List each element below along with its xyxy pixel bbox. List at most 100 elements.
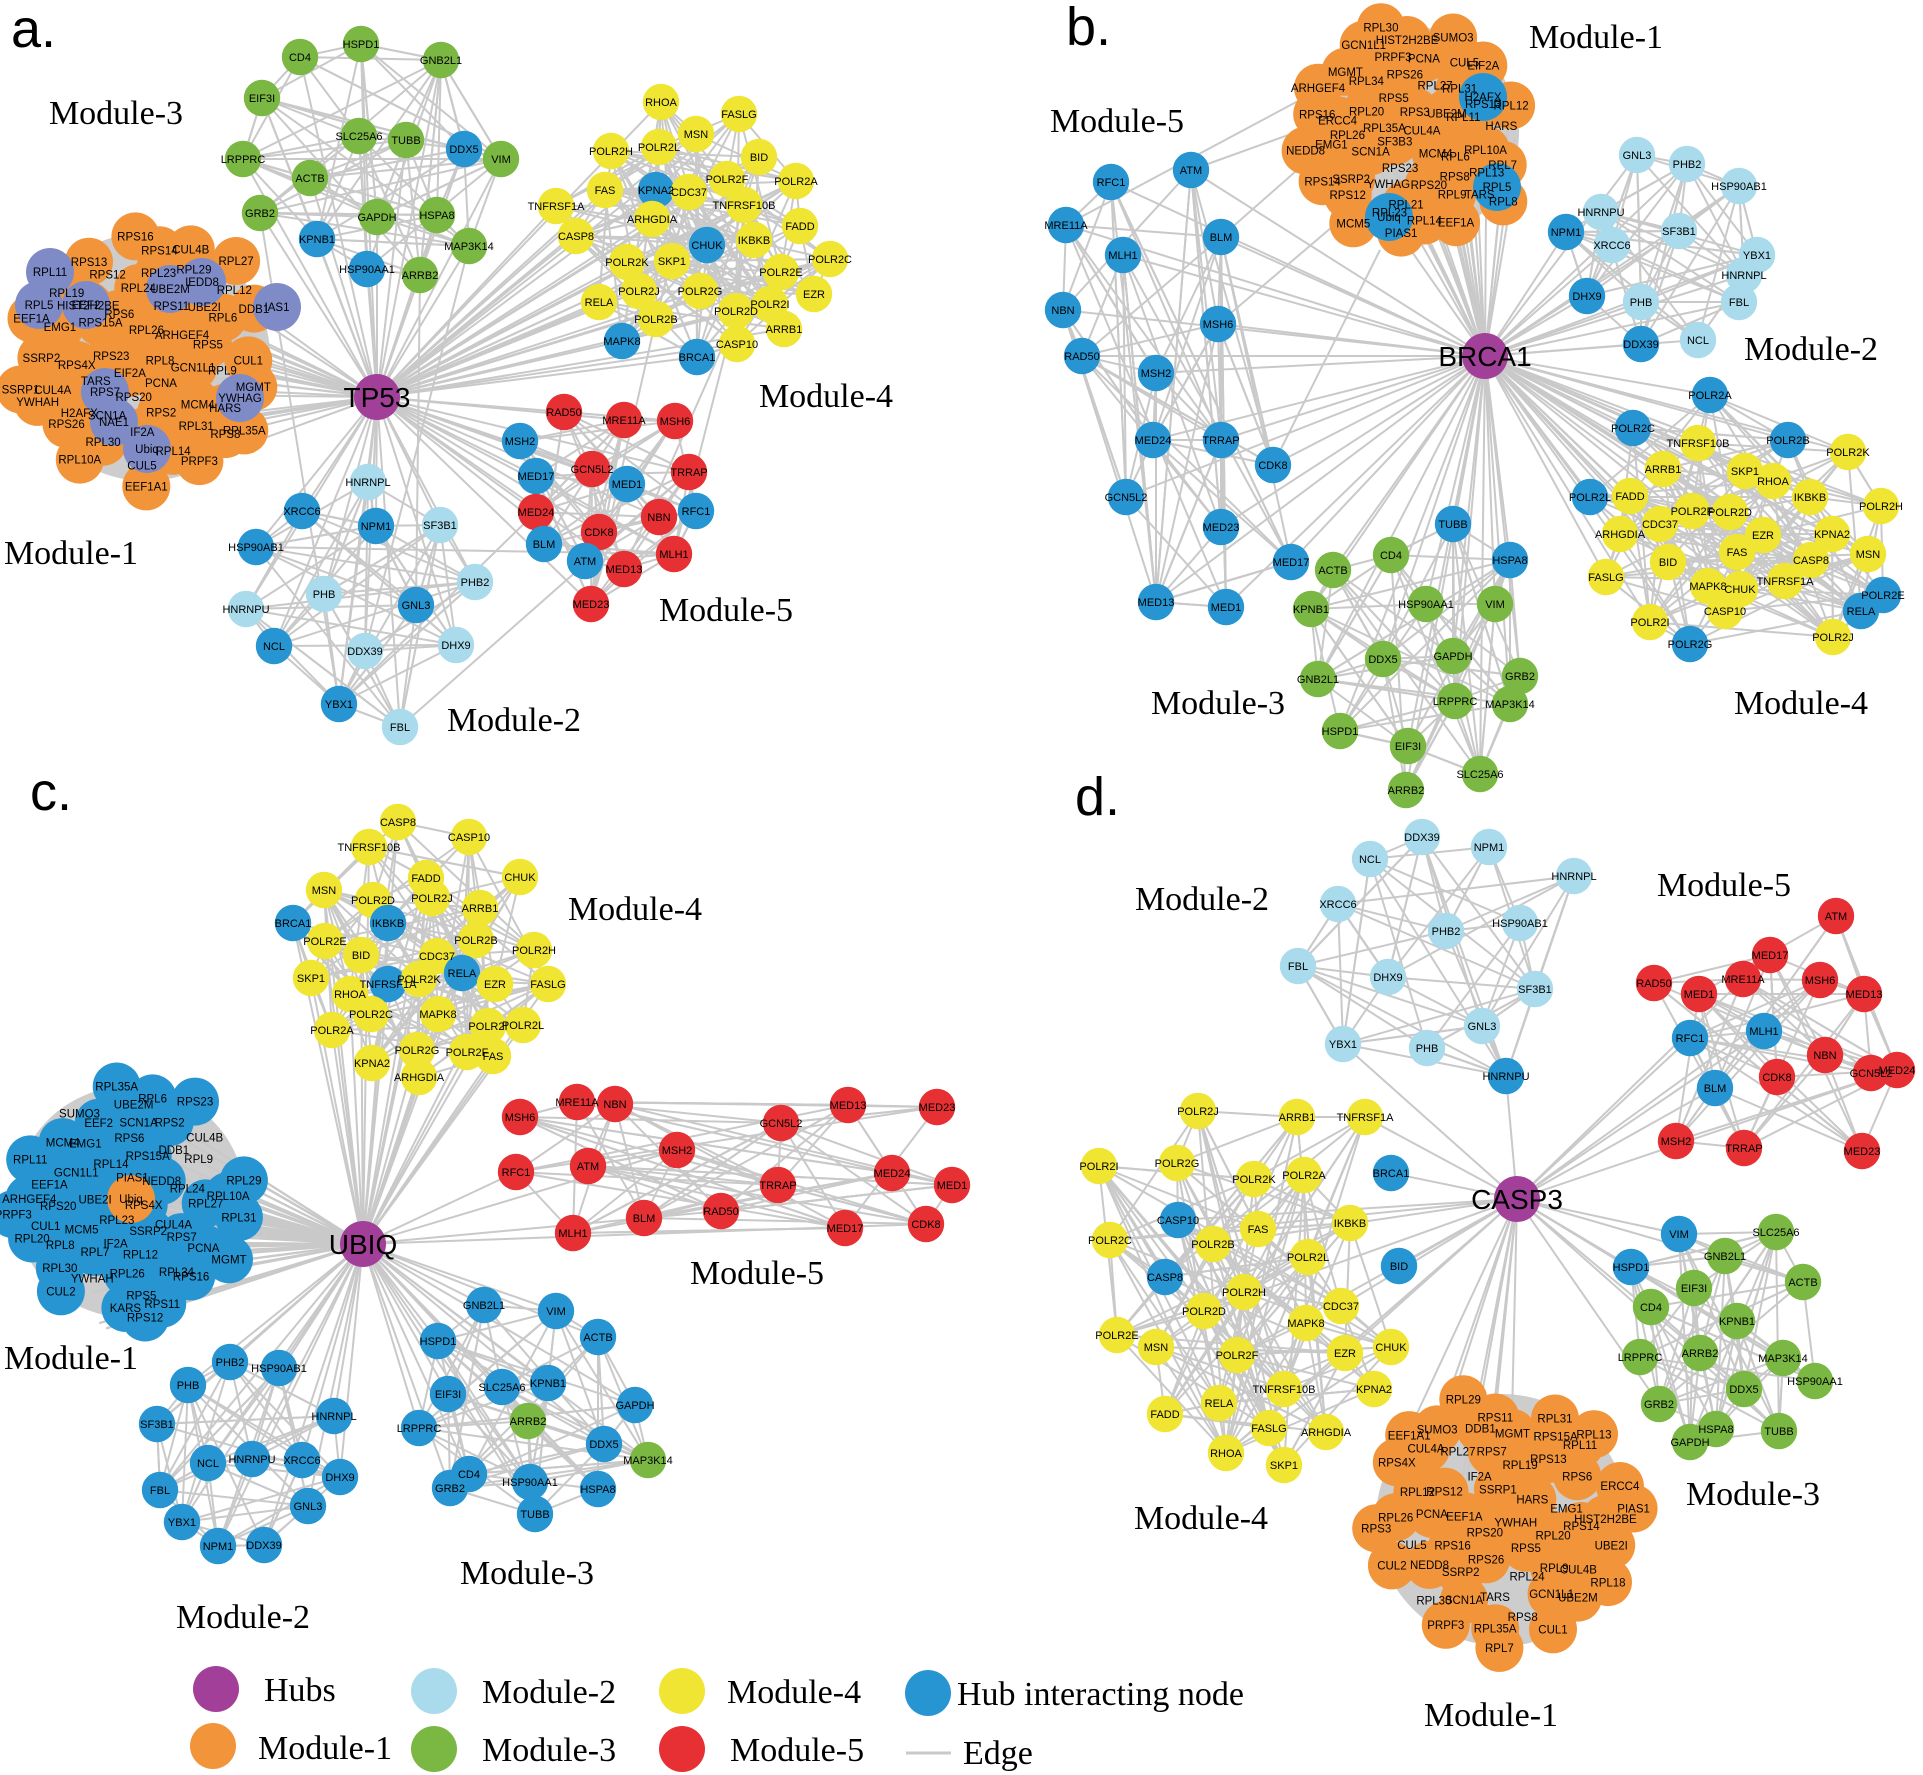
svg-text:EMG1: EMG1 [1315, 140, 1348, 152]
svg-text:CUL4A: CUL4A [1407, 1443, 1444, 1455]
svg-text:Module-2: Module-2 [447, 702, 581, 739]
svg-text:POLR2B: POLR2B [1766, 435, 1809, 447]
svg-text:SF3B3: SF3B3 [1377, 136, 1412, 148]
svg-text:YWHAG: YWHAG [1367, 179, 1411, 191]
svg-text:POLR2B: POLR2B [1191, 1239, 1234, 1251]
svg-text:HSPD1: HSPD1 [420, 1336, 457, 1348]
svg-text:FBL: FBL [150, 1485, 170, 1497]
svg-text:HIST2H2BE: HIST2H2BE [1376, 35, 1439, 47]
svg-text:MAPK8: MAPK8 [603, 336, 640, 348]
svg-text:RPL34: RPL34 [1349, 76, 1385, 88]
svg-text:MGMT: MGMT [211, 1254, 246, 1266]
svg-text:Module-5: Module-5 [730, 1732, 864, 1769]
svg-text:EZR: EZR [1334, 1348, 1356, 1360]
svg-text:SKP1: SKP1 [1731, 466, 1759, 478]
svg-text:YWHAH: YWHAH [1494, 1518, 1537, 1530]
svg-text:ARHGEF4: ARHGEF4 [155, 330, 210, 342]
svg-text:NEDD8: NEDD8 [142, 1176, 181, 1188]
svg-text:NAE1: NAE1 [99, 417, 129, 429]
svg-text:RPL7: RPL7 [1485, 1643, 1514, 1655]
svg-text:ARHGDIA: ARHGDIA [1301, 1427, 1352, 1439]
svg-text:H2AFX: H2AFX [61, 408, 98, 420]
svg-text:RPS20: RPS20 [115, 392, 151, 404]
svg-text:RPS14: RPS14 [141, 245, 178, 257]
svg-text:GNL3: GNL3 [294, 1501, 323, 1513]
svg-text:RPL26: RPL26 [1330, 130, 1365, 142]
svg-text:EIF3I: EIF3I [1395, 741, 1421, 753]
svg-text:HNRNPL: HNRNPL [311, 1411, 356, 1423]
svg-text:YBX1: YBX1 [1743, 250, 1771, 262]
svg-text:MSN: MSN [312, 885, 337, 897]
svg-text:RPS14: RPS14 [1563, 1521, 1600, 1533]
svg-text:KPNA2: KPNA2 [1814, 529, 1850, 541]
svg-text:FASLG: FASLG [1251, 1423, 1286, 1435]
svg-text:MAPK8: MAPK8 [419, 1009, 456, 1021]
svg-text:FAS: FAS [1248, 1224, 1269, 1236]
svg-text:RHOA: RHOA [1210, 1448, 1242, 1460]
svg-text:XRCC6: XRCC6 [283, 506, 320, 518]
svg-text:CUL4B: CUL4B [1560, 1565, 1597, 1577]
svg-text:DHX9: DHX9 [325, 1472, 354, 1484]
svg-text:NPM1: NPM1 [361, 521, 392, 533]
svg-text:POLR2H: POLR2H [589, 146, 633, 158]
svg-text:IKBKB: IKBKB [738, 235, 770, 247]
svg-text:CASP8: CASP8 [380, 817, 416, 829]
svg-text:GNL3: GNL3 [1468, 1021, 1497, 1033]
svg-text:GAPDH: GAPDH [1433, 651, 1472, 663]
svg-text:Module-1: Module-1 [1529, 19, 1663, 56]
svg-text:MLH1: MLH1 [1749, 1026, 1778, 1038]
svg-text:MAPK8: MAPK8 [1689, 581, 1726, 593]
svg-text:TARS: TARS [1480, 1592, 1510, 1604]
svg-text:RPS26: RPS26 [1468, 1555, 1504, 1567]
svg-text:ARRB2: ARRB2 [402, 270, 439, 282]
svg-text:a.: a. [11, 0, 56, 59]
svg-text:POLR2D: POLR2D [1182, 1306, 1226, 1318]
svg-text:YBX1: YBX1 [1329, 1039, 1357, 1051]
svg-text:RPL10A: RPL10A [58, 455, 101, 467]
svg-text:RPL30: RPL30 [86, 437, 121, 449]
svg-text:FAS: FAS [595, 185, 616, 197]
svg-text:RPL27: RPL27 [188, 1199, 223, 1211]
svg-text:CDK8: CDK8 [584, 527, 613, 539]
svg-text:RPL6: RPL6 [209, 313, 238, 325]
svg-text:UBE2I: UBE2I [78, 1194, 111, 1206]
svg-text:RPL7: RPL7 [81, 1247, 110, 1259]
svg-text:GNB2L1: GNB2L1 [420, 55, 462, 67]
svg-text:EMG1: EMG1 [44, 322, 77, 334]
svg-text:Module-3: Module-3 [49, 95, 183, 132]
svg-text:Module-5: Module-5 [1050, 103, 1184, 140]
svg-text:MED1: MED1 [1684, 989, 1715, 1001]
svg-text:HSPD1: HSPD1 [1613, 1262, 1650, 1274]
svg-text:EMG1: EMG1 [69, 1138, 102, 1150]
svg-text:RPL35A: RPL35A [1363, 123, 1406, 135]
svg-text:EIF2A: EIF2A [1467, 61, 1499, 73]
svg-text:ATM: ATM [577, 1161, 599, 1173]
svg-text:POLR2B: POLR2B [634, 314, 677, 326]
svg-text:EIF2A: EIF2A [114, 368, 146, 380]
svg-text:DDX5: DDX5 [449, 144, 478, 156]
svg-text:ARHGEF4: ARHGEF4 [1291, 83, 1346, 95]
svg-text:RPS2: RPS2 [146, 408, 176, 420]
svg-text:RPL14: RPL14 [156, 446, 192, 458]
svg-text:FADD: FADD [1150, 1409, 1179, 1421]
svg-text:Module-3: Module-3 [1686, 1476, 1820, 1513]
svg-text:IKBKB: IKBKB [1334, 1218, 1366, 1230]
svg-text:PRPF3: PRPF3 [181, 456, 218, 468]
svg-text:RPS5: RPS5 [126, 1290, 156, 1302]
svg-text:POLR2E: POLR2E [759, 267, 802, 279]
svg-text:Ubiq: Ubiq [119, 1194, 143, 1206]
svg-text:MAPK8: MAPK8 [1287, 1318, 1324, 1330]
svg-text:RPS5: RPS5 [1511, 1543, 1541, 1555]
svg-text:TRRAP: TRRAP [1725, 1143, 1762, 1155]
svg-text:EEF2: EEF2 [72, 300, 101, 312]
svg-text:EIF3I: EIF3I [1681, 1283, 1707, 1295]
svg-text:RPS5: RPS5 [193, 339, 223, 351]
svg-text:RPL12: RPL12 [217, 285, 252, 297]
svg-text:RPS11: RPS11 [144, 1299, 180, 1311]
svg-text:KPNA2: KPNA2 [354, 1058, 390, 1070]
svg-text:RPS3: RPS3 [1400, 107, 1430, 119]
svg-text:RPL9: RPL9 [1540, 1563, 1569, 1575]
svg-text:Module-2: Module-2 [482, 1674, 616, 1711]
svg-text:SUMO3: SUMO3 [1433, 33, 1474, 45]
svg-text:GRB2: GRB2 [245, 208, 275, 220]
